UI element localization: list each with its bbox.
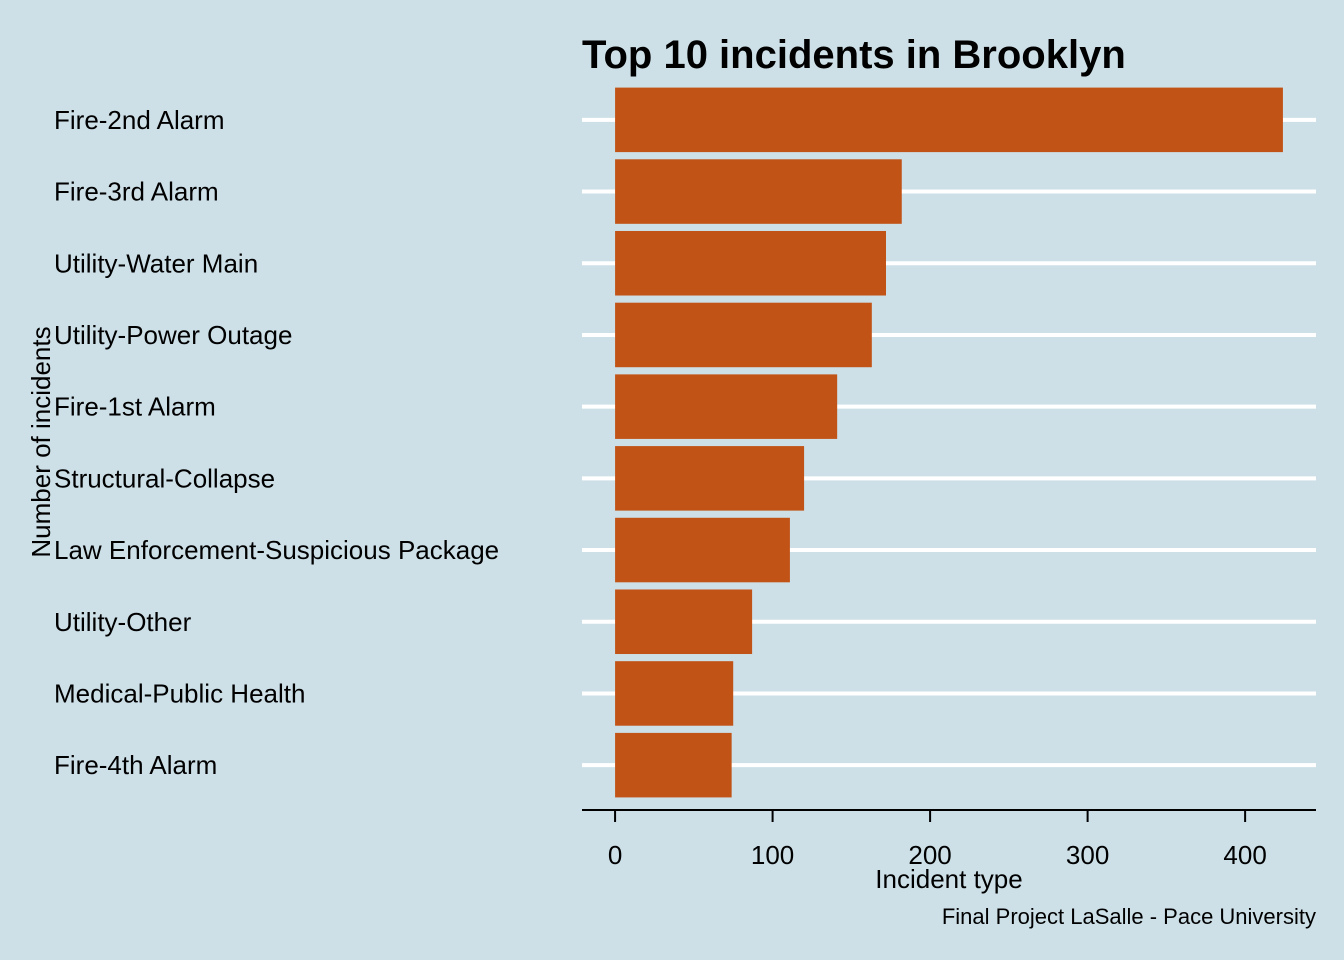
chart-title: Top 10 incidents in Brooklyn (582, 33, 1126, 77)
chart-caption: Final Project LaSalle - Pace University (942, 904, 1316, 929)
x-tick-label: 300 (1066, 840, 1109, 870)
category-label: Utility-Power Outage (54, 320, 292, 350)
bar (615, 159, 902, 224)
x-tick-label: 400 (1223, 840, 1266, 870)
bar (615, 87, 1283, 153)
x-axis-label: Incident type (875, 864, 1022, 894)
category-label: Utility-Water Main (54, 248, 258, 278)
category-label: Fire-3rd Alarm (54, 177, 219, 207)
bar (615, 302, 872, 368)
category-label: Utility-Other (54, 607, 192, 637)
bar (615, 230, 886, 296)
bar (615, 732, 732, 798)
category-label: Medical-Public Health (54, 678, 305, 708)
category-label: Fire-4th Alarm (54, 750, 217, 780)
x-tick-label: 200 (908, 840, 951, 870)
x-tick-label: 0 (608, 840, 622, 870)
bar (615, 446, 805, 511)
bar (615, 374, 838, 439)
category-label: Fire-1st Alarm (54, 392, 216, 422)
category-label: Structural-Collapse (54, 463, 275, 493)
bars (615, 87, 1283, 798)
bar (615, 661, 734, 726)
x-tick-label: 100 (751, 840, 794, 870)
category-labels: Fire-2nd Alarm Fire-3rd Alarm Utility-Wate… (54, 105, 499, 780)
category-label: Law Enforcement-Suspicious Package (54, 535, 499, 565)
bar (615, 589, 753, 655)
y-axis-label: Number of incidents (26, 326, 56, 557)
category-label: Fire-2nd Alarm (54, 105, 225, 135)
x-axis: 0 100 200 300 400 (582, 809, 1316, 870)
bar (615, 517, 790, 583)
